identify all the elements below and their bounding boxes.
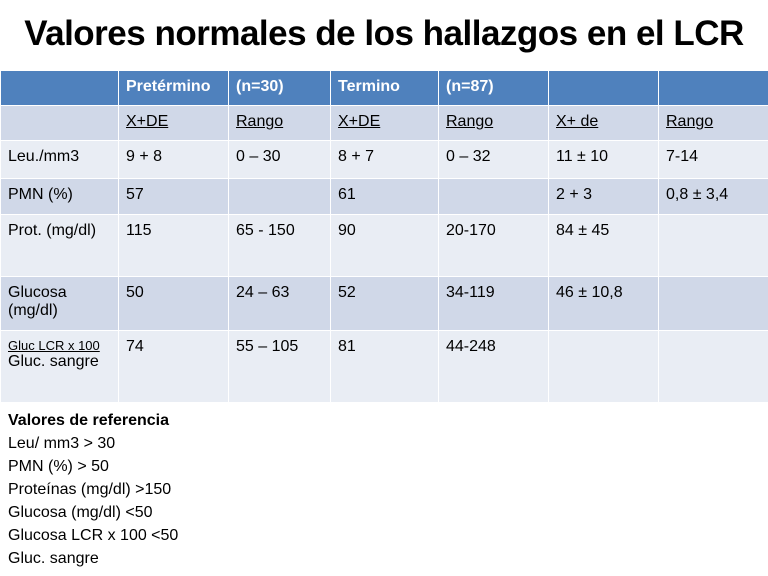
subheader-text: X+DE xyxy=(126,113,169,130)
data-cell: 50 xyxy=(118,276,229,331)
data-row: PMN (%) 57 61 2 + 3 0,8 ± 3,4 xyxy=(0,178,768,215)
notes-title: Valores de referencia xyxy=(8,412,169,429)
subheader-text: Rango xyxy=(446,113,494,130)
header-cell xyxy=(548,70,659,106)
header-cell xyxy=(0,70,119,106)
subheader-cell: X+DE xyxy=(118,105,229,141)
label-part: Gluc. sangre xyxy=(8,353,99,370)
note-line: Glucosa LCR x 100 <50 xyxy=(8,527,179,544)
header-cell: Termino xyxy=(330,70,439,106)
data-row: Gluc LCR x 100 Gluc. sangre 74 55 – 105 81 44… xyxy=(0,330,768,403)
data-cell: 9 + 8 xyxy=(118,140,229,179)
row-label: PMN (%) xyxy=(0,178,119,215)
data-cell: 74 xyxy=(118,330,229,403)
data-cell: 20-170 xyxy=(438,214,549,277)
data-cell: 8 + 7 xyxy=(330,140,439,179)
data-cell xyxy=(658,276,768,331)
header-cell: (n=30) xyxy=(228,70,331,106)
data-cell: 61 xyxy=(330,178,439,215)
data-cell: 34-119 xyxy=(438,276,549,331)
note-line: Glucosa (mg/dl) <50 xyxy=(8,504,153,521)
data-cell: 0,8 ± 3,4 xyxy=(658,178,768,215)
data-cell xyxy=(548,330,659,403)
data-cell xyxy=(658,214,768,277)
row-label: Prot. (mg/dl) xyxy=(0,214,119,277)
subheader-text: X+DE xyxy=(338,113,381,130)
data-cell xyxy=(228,178,331,215)
data-cell: 44-248 xyxy=(438,330,549,403)
data-cell: 65 - 150 xyxy=(228,214,331,277)
data-cell: 55 – 105 xyxy=(228,330,331,403)
data-cell: 57 xyxy=(118,178,229,215)
slide-title: Valores normales de los hallazgos en el … xyxy=(24,14,744,53)
subheader-row: X+DE Rango X+DE Rango X+ de Rango xyxy=(0,105,768,141)
reference-notes: Valores de referencia Leu/ mm3 > 30 PMN (… xyxy=(8,409,178,570)
subheader-cell: X+DE xyxy=(330,105,439,141)
row-label: Glucosa (mg/dl) xyxy=(0,276,119,331)
data-cell: 11 ± 10 xyxy=(548,140,659,179)
data-cell: 46 ± 10,8 xyxy=(548,276,659,331)
subheader-cell xyxy=(0,105,119,141)
note-line: PMN (%) > 50 xyxy=(8,458,109,475)
row-label: Gluc LCR x 100 Gluc. sangre xyxy=(0,330,119,403)
data-table: Pretérmino (n=30) Termino (n=87) X+DE Rango X+… xyxy=(0,70,768,403)
subheader-cell: Rango xyxy=(658,105,768,141)
note-line: Leu/ mm3 > 30 xyxy=(8,435,116,452)
data-cell: 115 xyxy=(118,214,229,277)
data-row: Glucosa (mg/dl) 50 24 – 63 52 34-119 46 ± 10,… xyxy=(0,276,768,331)
subheader-cell: X+ de xyxy=(548,105,659,141)
data-cell: 7-14 xyxy=(658,140,768,179)
header-row: Pretérmino (n=30) Termino (n=87) xyxy=(0,70,768,106)
data-cell: 81 xyxy=(330,330,439,403)
data-cell xyxy=(438,178,549,215)
data-cell: 0 – 32 xyxy=(438,140,549,179)
subheader-text: Rango xyxy=(236,113,284,130)
note-line: Gluc. sangre xyxy=(8,550,99,567)
header-cell: Pretérmino xyxy=(118,70,229,106)
data-cell: 84 ± 45 xyxy=(548,214,659,277)
subheader-text: X+ de xyxy=(556,113,599,130)
data-cell xyxy=(658,330,768,403)
subheader-text: Rango xyxy=(666,113,714,130)
header-cell xyxy=(658,70,768,106)
note-line: Proteínas (mg/dl) >150 xyxy=(8,481,172,498)
data-cell: 52 xyxy=(330,276,439,331)
data-cell: 24 – 63 xyxy=(228,276,331,331)
header-cell: (n=87) xyxy=(438,70,549,106)
data-cell: 0 – 30 xyxy=(228,140,331,179)
label-part: Gluc LCR x 100 xyxy=(8,338,100,353)
subheader-cell: Rango xyxy=(228,105,331,141)
data-row: Prot. (mg/dl) 115 65 - 150 90 20-170 84 ± 45 xyxy=(0,214,768,277)
subheader-cell: Rango xyxy=(438,105,549,141)
row-label: Leu./mm3 xyxy=(0,140,119,179)
data-cell: 90 xyxy=(330,214,439,277)
data-cell: 2 + 3 xyxy=(548,178,659,215)
